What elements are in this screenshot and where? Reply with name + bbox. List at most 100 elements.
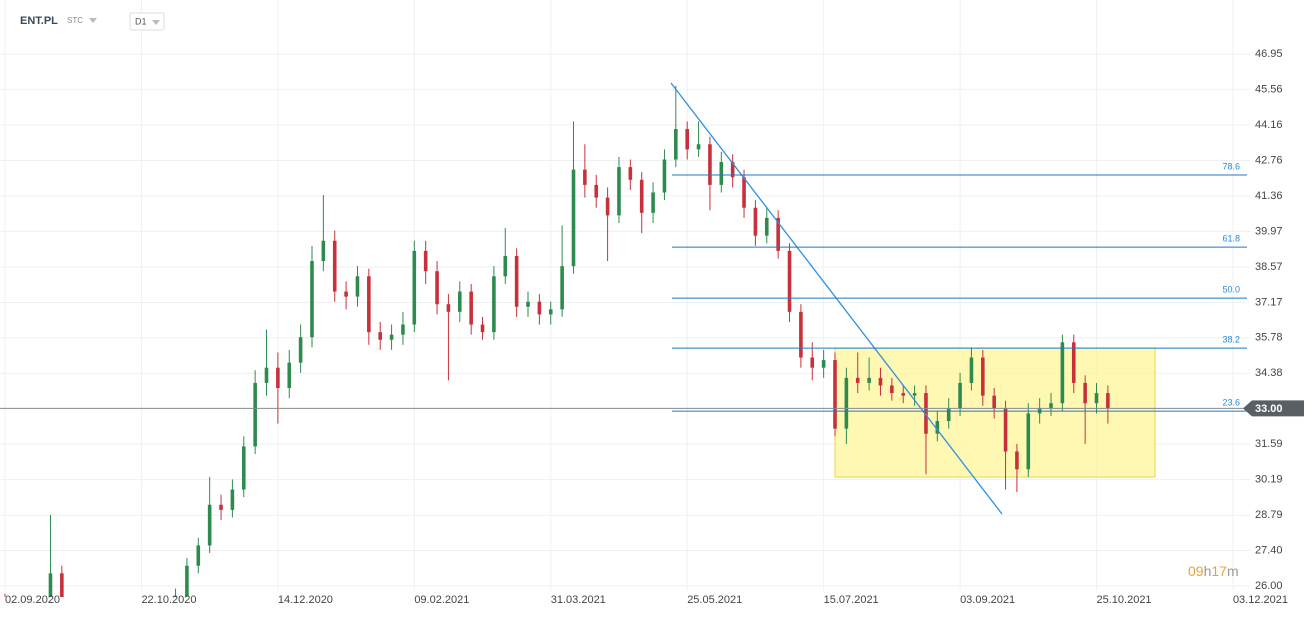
candle-body — [946, 408, 951, 422]
candle-body — [674, 129, 678, 160]
last-price-badge — [1243, 400, 1304, 417]
interval[interactable]: D1 — [135, 16, 147, 26]
candle-body — [412, 250, 417, 325]
candle-body — [48, 573, 53, 597]
candle-body — [719, 162, 724, 185]
candle-body — [503, 255, 508, 277]
candle-body — [969, 357, 974, 383]
candle-body — [935, 421, 940, 434]
candle-body — [844, 377, 849, 429]
candle-body — [526, 301, 530, 307]
last-price-label: 33.00 — [1255, 403, 1283, 415]
symbol[interactable]: ENT.PL — [20, 15, 58, 27]
candle-body — [196, 545, 201, 566]
candle-body — [833, 360, 837, 429]
interval-box[interactable] — [129, 12, 165, 31]
candle-body — [924, 393, 928, 434]
candle-body — [162, 611, 166, 617]
candle-body — [639, 179, 644, 213]
candle-body — [1083, 382, 1087, 404]
candle-body — [617, 167, 621, 216]
y-tick-label: 27.40 — [1255, 544, 1283, 556]
candle-body — [469, 291, 473, 325]
candle-body — [1049, 403, 1053, 409]
fib-label: 50.0 — [1222, 285, 1240, 295]
fib-label: 61.8 — [1222, 233, 1240, 243]
y-tick-label: 34.38 — [1255, 367, 1283, 379]
grid — [0, 0, 1250, 590]
candle-body — [185, 565, 189, 597]
x-tick-label: 03.12.2021 — [1233, 594, 1288, 606]
candle-body — [685, 129, 689, 150]
candle-body — [367, 276, 371, 333]
candle-body — [867, 377, 871, 383]
candle-body — [332, 240, 337, 292]
range-box — [834, 347, 1156, 478]
candle-body — [730, 162, 735, 178]
candle-body — [742, 177, 746, 208]
candle-body — [173, 596, 178, 597]
x-tick-label: 14.12.2020 — [278, 594, 333, 606]
candle-body — [298, 337, 303, 363]
candle-body — [310, 261, 314, 338]
candle-body — [1026, 413, 1031, 470]
y-tick-label: 42.76 — [1255, 154, 1283, 166]
countdown-unit: m — [1227, 563, 1239, 579]
y-tick-label: 30.19 — [1255, 474, 1283, 486]
dropdown-arrow[interactable] — [152, 20, 160, 25]
candle-body — [492, 276, 496, 333]
candle-body — [1106, 393, 1110, 409]
x-tick-label: 03.09.2021 — [960, 594, 1015, 606]
candle-body — [446, 304, 451, 312]
y-tick-label: 38.57 — [1255, 261, 1283, 273]
dropdown-arrow[interactable] — [89, 18, 97, 23]
candle-body — [435, 271, 439, 305]
candle-body — [776, 217, 780, 251]
x-tick-label: 25.10.2021 — [1097, 594, 1152, 606]
x-tick-label: 02.09.2020 — [5, 594, 60, 606]
candle-body — [537, 301, 542, 315]
x-tick-label: 25.05.2021 — [687, 594, 742, 606]
candle-body — [753, 207, 758, 236]
overlays: 26.00 27.40 28.79 30.19 31.59 34.38 35.78 37.17… — [0, 48, 1304, 606]
candle-body — [219, 504, 223, 510]
candle-body — [958, 382, 962, 409]
y-tick-label: 41.36 — [1255, 190, 1283, 202]
countdown-unit: h — [1204, 563, 1212, 579]
candle-body — [628, 167, 633, 180]
candle-body — [708, 144, 712, 185]
candle-body — [605, 197, 610, 216]
candle-body — [594, 184, 599, 198]
candle-body — [981, 357, 985, 396]
candle-body — [890, 385, 894, 394]
candle-body — [855, 377, 860, 383]
y-tick-label: 31.59 — [1255, 438, 1283, 450]
candle-body — [389, 334, 394, 340]
candle-body — [276, 367, 280, 389]
candle-body — [810, 357, 815, 368]
candle-body — [207, 504, 212, 546]
candle-body — [821, 360, 826, 368]
candle-body — [37, 611, 41, 617]
candle-body — [1071, 342, 1076, 383]
countdown-minutes: 17 — [1211, 563, 1227, 579]
candle-body — [787, 250, 792, 312]
candle-body — [480, 324, 485, 333]
countdown: 09h17m — [1188, 563, 1239, 579]
candle-body — [901, 393, 906, 396]
candle-body — [1094, 393, 1099, 404]
candle-body — [457, 291, 462, 312]
candle-body — [423, 250, 428, 272]
candle-body — [321, 240, 326, 262]
candle-body — [514, 255, 519, 307]
y-tick-label: 26.00 — [1255, 580, 1283, 592]
fib-label: 38.2 — [1222, 335, 1240, 345]
candle-body — [662, 159, 667, 193]
y-tick-label: 46.95 — [1255, 48, 1283, 60]
candle-body — [1003, 408, 1008, 452]
candle-body — [651, 192, 655, 213]
fib-label: 78.6 — [1222, 161, 1240, 171]
x-tick-label: 09.02.2021 — [414, 594, 469, 606]
candle-body — [799, 311, 803, 358]
candle-body — [287, 362, 292, 389]
